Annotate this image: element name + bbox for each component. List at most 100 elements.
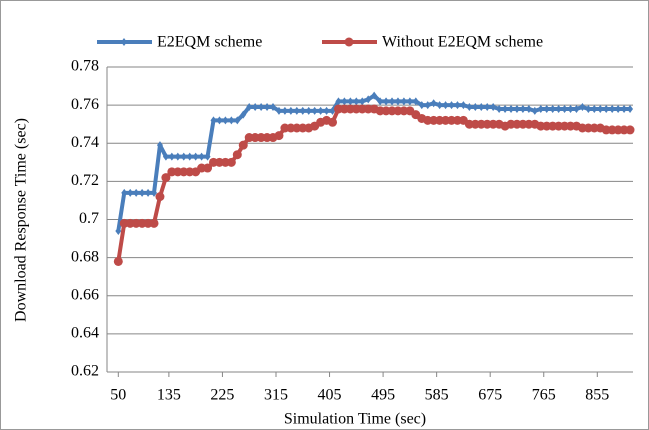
data-point: [240, 110, 247, 119]
data-point: [591, 104, 598, 113]
data-point: [115, 226, 122, 235]
legend-label: E2EQM scheme: [157, 34, 262, 51]
data-point: [347, 97, 354, 106]
legend-label: Without E2EQM scheme: [382, 34, 543, 51]
data-point: [151, 188, 158, 197]
data-point: [180, 152, 187, 161]
y-axis-label: Download Response Time (sec): [13, 118, 30, 322]
data-point: [293, 106, 300, 115]
data-point: [377, 97, 384, 106]
data-point: [203, 163, 213, 173]
y-tick-label: 0.62: [71, 363, 99, 380]
y-tick-label: 0.7: [79, 210, 99, 227]
data-point: [460, 101, 467, 110]
data-point: [508, 104, 515, 113]
data-point: [490, 103, 497, 112]
y-tick-label: 0.78: [71, 58, 99, 75]
data-point: [436, 101, 443, 110]
data-point: [186, 152, 193, 161]
y-tick-label: 0.68: [71, 248, 99, 265]
x-tick-label: 315: [264, 387, 288, 404]
data-point: [335, 97, 342, 106]
data-point: [311, 106, 318, 115]
data-point: [627, 104, 634, 113]
data-point: [472, 103, 479, 112]
data-point: [603, 104, 610, 113]
data-point: [174, 152, 181, 161]
data-point: [502, 104, 509, 113]
y-tick-label: 0.64: [71, 325, 99, 342]
data-point: [270, 103, 277, 112]
data-point: [234, 116, 241, 125]
data-point: [525, 104, 532, 113]
data-point: [275, 106, 282, 115]
data-point: [155, 192, 165, 202]
x-tick-label: 50: [110, 387, 126, 404]
data-point: [543, 104, 550, 113]
data-point: [555, 104, 562, 113]
data-point: [567, 104, 574, 113]
data-point: [585, 104, 592, 113]
legend-marker: [344, 37, 354, 47]
data-point: [228, 116, 235, 125]
data-point: [305, 106, 312, 115]
data-point: [281, 106, 288, 115]
x-tick-label: 225: [210, 387, 234, 404]
data-point: [561, 104, 568, 113]
data-point: [287, 106, 294, 115]
data-point: [359, 97, 366, 106]
data-point: [317, 106, 324, 115]
data-point: [192, 152, 199, 161]
data-point: [531, 106, 538, 115]
data-point: [113, 256, 123, 266]
data-point: [156, 141, 163, 150]
data-point: [162, 152, 169, 161]
data-point: [448, 101, 455, 110]
data-point: [406, 97, 413, 106]
data-point: [418, 101, 425, 110]
data-point: [226, 157, 236, 167]
data-point: [198, 152, 205, 161]
data-point: [238, 140, 248, 150]
data-point: [383, 97, 390, 106]
data-point: [341, 97, 348, 106]
data-point: [216, 116, 223, 125]
data-point: [609, 104, 616, 113]
data-point: [353, 97, 360, 106]
data-point: [424, 101, 431, 110]
legend-marker: [121, 38, 127, 46]
x-axis-label: Simulation Time (sec): [284, 411, 426, 428]
data-point: [264, 103, 271, 112]
data-point: [210, 116, 217, 125]
data-point: [149, 218, 159, 228]
data-point: [466, 103, 473, 112]
data-point: [549, 104, 556, 113]
data-point: [442, 101, 449, 110]
data-point: [496, 104, 503, 113]
data-point: [412, 97, 419, 106]
data-point: [615, 104, 622, 113]
x-tick-label: 765: [532, 387, 556, 404]
data-point: [537, 104, 544, 113]
y-tick-label: 0.74: [71, 134, 99, 151]
data-point: [454, 101, 461, 110]
x-tick-label: 855: [585, 387, 609, 404]
data-point: [371, 91, 378, 100]
data-point: [389, 97, 396, 106]
x-tick-label: 135: [157, 387, 181, 404]
data-point: [121, 188, 128, 197]
data-point: [328, 117, 338, 127]
data-point: [323, 106, 330, 115]
data-point: [274, 131, 284, 141]
x-tick-label: 585: [425, 387, 449, 404]
y-tick-label: 0.76: [71, 96, 99, 113]
data-point: [513, 104, 520, 113]
y-tick-label: 0.66: [71, 286, 99, 303]
data-point: [400, 97, 407, 106]
y-tick-label: 0.72: [71, 172, 99, 189]
data-point: [484, 103, 491, 112]
data-point: [573, 104, 580, 113]
data-point: [258, 103, 265, 112]
